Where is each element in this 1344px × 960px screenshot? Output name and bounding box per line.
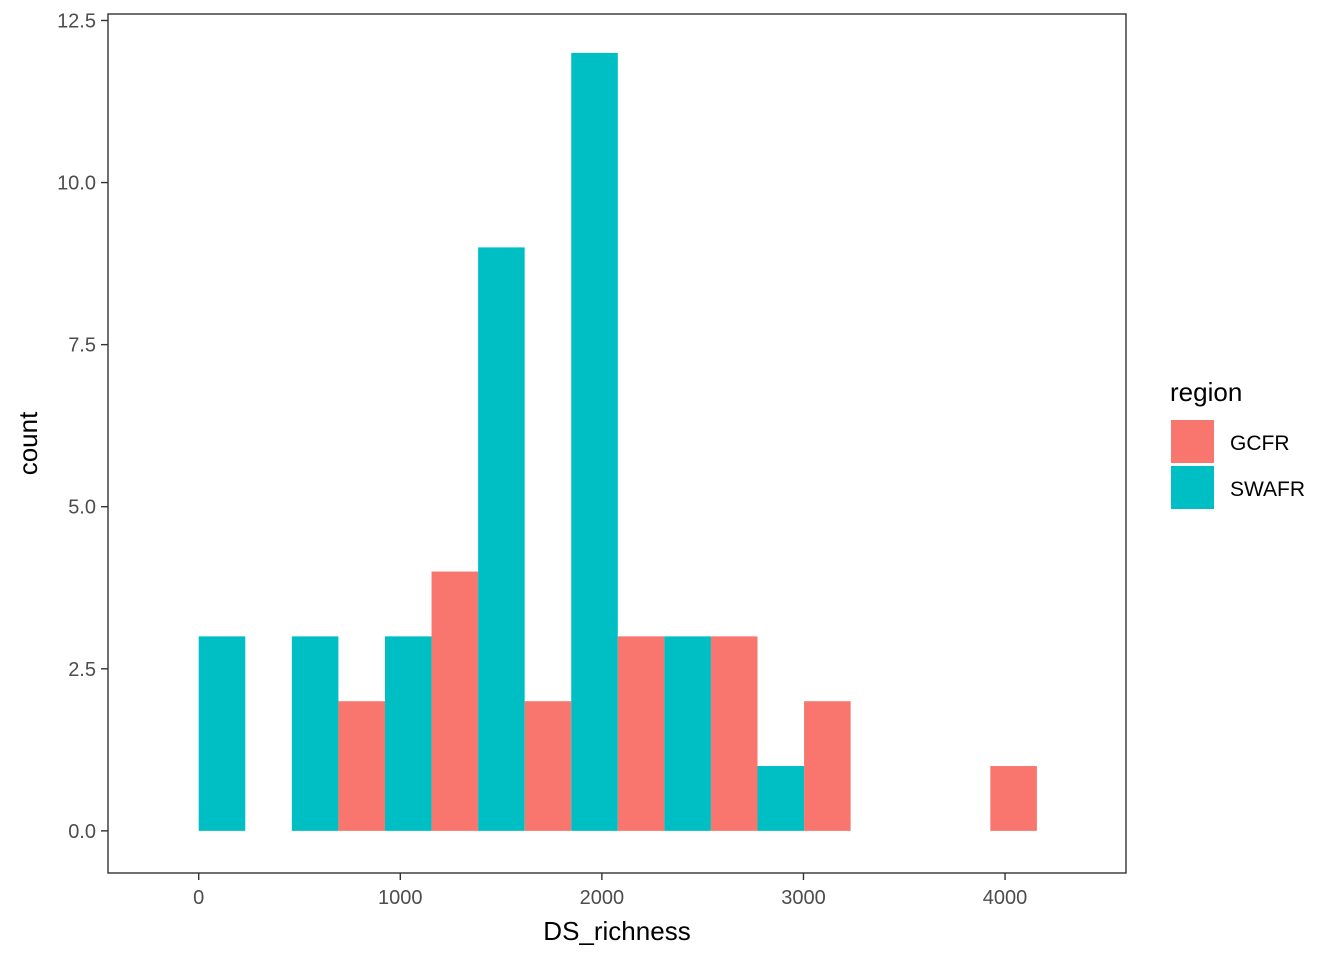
legend-key-swafr xyxy=(1171,466,1214,509)
bar-swafr-6 xyxy=(757,766,805,831)
bar-gcfr-6 xyxy=(710,636,758,831)
y-axis: 0.0 2.5 5.0 7.5 10.0 12.5 xyxy=(57,10,108,843)
bar-gcfr-2 xyxy=(338,701,385,831)
x-tick-label: 4000 xyxy=(983,887,1028,909)
x-tick-label: 1000 xyxy=(378,887,423,909)
y-tick-label: 7.5 xyxy=(68,335,96,357)
bar-swafr-3 xyxy=(478,247,525,831)
bar-swafr-5 xyxy=(664,636,711,831)
bar-swafr-1 xyxy=(291,636,339,831)
bar-swafr-0 xyxy=(198,636,246,831)
bar-gcfr-9 xyxy=(990,766,1037,831)
y-tick-label: 12.5 xyxy=(57,10,96,32)
x-tick-label: 2000 xyxy=(580,887,625,909)
legend-key-gcfr xyxy=(1171,420,1214,463)
x-axis: 0 1000 2000 3000 4000 xyxy=(193,873,1027,909)
plot-panel-border xyxy=(107,13,1127,874)
x-tick-label: 3000 xyxy=(781,887,826,909)
y-tick-label: 0.0 xyxy=(68,821,96,843)
bars-layer xyxy=(198,52,1037,831)
bar-gcfr-7 xyxy=(804,701,851,831)
legend-label-swafr: SWAFR xyxy=(1230,478,1305,501)
y-tick-label: 5.0 xyxy=(68,497,96,519)
y-axis-title: count xyxy=(13,411,43,475)
legend: region GCFR SWAFR xyxy=(1170,377,1305,509)
y-tick-label: 10.0 xyxy=(57,173,96,195)
x-axis-title: DS_richness xyxy=(543,916,690,946)
legend-title: region xyxy=(1170,377,1242,407)
bar-swafr-2 xyxy=(384,636,432,831)
y-tick-label: 2.5 xyxy=(68,659,96,681)
x-tick-label: 0 xyxy=(193,887,204,909)
bar-gcfr-4 xyxy=(524,701,572,831)
bar-swafr-4 xyxy=(571,52,618,831)
bar-gcfr-5 xyxy=(617,636,665,831)
bar-gcfr-3 xyxy=(431,571,479,831)
legend-label-gcfr: GCFR xyxy=(1230,432,1290,455)
